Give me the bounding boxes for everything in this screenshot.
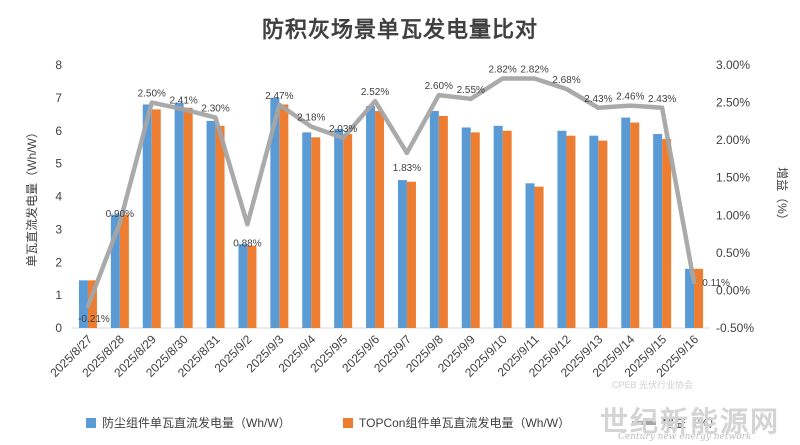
bar-topcon	[406, 181, 416, 328]
bar-topcon	[119, 214, 129, 328]
legend-item-topcon: TOPCon组件单瓦直流发电量（Wh/W）	[343, 414, 570, 431]
bar-dust-proof	[206, 120, 216, 328]
bar-topcon	[662, 138, 672, 328]
y-tick-label: 6	[55, 124, 62, 138]
bar-dust-proof	[174, 102, 184, 329]
y2-tick-label: 1.50%	[716, 171, 750, 185]
bar-dust-proof	[525, 183, 535, 328]
y2-tick-label: 2.00%	[716, 133, 750, 147]
gain-data-label: 2.43%	[584, 94, 612, 105]
gain-data-label: 2.68%	[552, 75, 580, 86]
gain-data-label: 2.82%	[520, 65, 548, 76]
bar-dust-proof	[653, 134, 663, 328]
gain-data-label: 2.30%	[201, 104, 229, 115]
bar-topcon	[87, 280, 97, 328]
y-tick-label: 5	[55, 157, 62, 171]
gain-data-label: 2.52%	[361, 87, 389, 98]
bar-topcon	[534, 186, 544, 328]
gain-data-label: 2.41%	[169, 95, 197, 106]
gain-data-label: 2.50%	[138, 89, 166, 100]
bar-dust-proof	[366, 106, 376, 328]
legend-swatch-blue	[86, 417, 96, 428]
gain-data-label: 2.55%	[457, 85, 485, 96]
bar-topcon	[566, 135, 576, 328]
bar-topcon	[438, 115, 448, 328]
gain-data-label: 0.11%	[702, 278, 730, 289]
bar-topcon	[311, 137, 321, 328]
gain-data-label: 2.18%	[297, 113, 325, 124]
bar-dust-proof	[142, 104, 152, 328]
gain-data-label: 1.83%	[393, 163, 421, 174]
bar-topcon	[598, 140, 608, 328]
bar-dust-proof	[238, 244, 248, 328]
gain-data-label: -0.21%	[78, 314, 110, 325]
bar-dust-proof	[110, 214, 120, 328]
bar-topcon	[247, 245, 257, 328]
legend-swatch-orange	[343, 417, 353, 428]
bar-topcon	[151, 109, 161, 328]
bar-topcon	[279, 104, 289, 328]
y2-axis-title: 增益（%）	[775, 167, 789, 226]
y-axis-title: 单瓦直流发电量（Wh/W）	[24, 126, 39, 267]
legend: 防尘组件单瓦直流发电量（Wh/W） TOPCon组件单瓦直流发电量（Wh/W） …	[0, 414, 800, 436]
legend-label-topcon: TOPCon组件单瓦直流发电量（Wh/W）	[359, 416, 571, 430]
legend-label-gain: 增益（%）	[662, 416, 721, 430]
gain-data-label: 0.88%	[233, 238, 261, 249]
bar-topcon	[694, 268, 704, 328]
y-tick-label: 1	[55, 288, 62, 302]
legend-swatch-line	[632, 420, 656, 425]
bar-topcon	[375, 111, 385, 329]
bar-dust-proof	[397, 180, 407, 328]
gain-data-label: 2.43%	[648, 94, 676, 105]
y-tick-label: 8	[55, 58, 62, 72]
y2-tick-label: 0.00%	[716, 283, 750, 297]
legend-item-dust-proof: 防尘组件单瓦直流发电量（Wh/W）	[86, 414, 291, 431]
y2-tick-label: 2.50%	[716, 96, 750, 110]
y-tick-label: 2	[55, 255, 62, 269]
bar-dust-proof	[685, 268, 695, 328]
y2-tick-label: 1.00%	[716, 208, 750, 222]
bar-topcon	[630, 122, 640, 328]
y2-tick-label: 3.00%	[716, 58, 750, 72]
chart-title: 防积灰场景单瓦发电量比对	[261, 17, 538, 43]
y-tick-label: 0	[55, 321, 62, 335]
gain-data-label: 2.47%	[265, 91, 293, 102]
y-tick-label: 4	[55, 190, 62, 204]
bar-dust-proof	[302, 132, 312, 328]
bar-dust-proof	[557, 130, 567, 328]
bar-topcon	[215, 125, 225, 328]
bar-dust-proof	[461, 127, 471, 329]
legend-item-gain: 增益（%）	[632, 414, 721, 431]
bar-dust-proof	[621, 117, 631, 328]
bar-topcon	[470, 132, 480, 328]
gain-data-label: 2.03%	[329, 124, 357, 135]
y-tick-label: 3	[55, 222, 62, 236]
bar-topcon	[343, 134, 353, 328]
bar-topcon	[183, 107, 193, 328]
y2-tick-label: 0.50%	[716, 246, 750, 260]
bar-dust-proof	[589, 135, 599, 328]
bar-dust-proof	[270, 97, 280, 328]
bar-dust-proof	[334, 129, 344, 328]
bar-dust-proof	[78, 280, 88, 328]
y-tick-label: 7	[55, 91, 62, 105]
bar-dust-proof	[429, 111, 439, 329]
gain-data-label: 0.90%	[106, 209, 134, 220]
bar-topcon	[502, 130, 512, 328]
bar-dust-proof	[493, 125, 503, 328]
gain-data-label: 2.60%	[425, 81, 453, 92]
gain-data-label: 2.46%	[616, 92, 644, 103]
legend-label-dust-proof: 防尘组件单瓦直流发电量（Wh/W）	[102, 416, 291, 430]
gain-data-label: 2.82%	[488, 65, 516, 76]
gain-line	[85, 76, 697, 309]
y2-tick-label: -0.50%	[716, 321, 754, 335]
